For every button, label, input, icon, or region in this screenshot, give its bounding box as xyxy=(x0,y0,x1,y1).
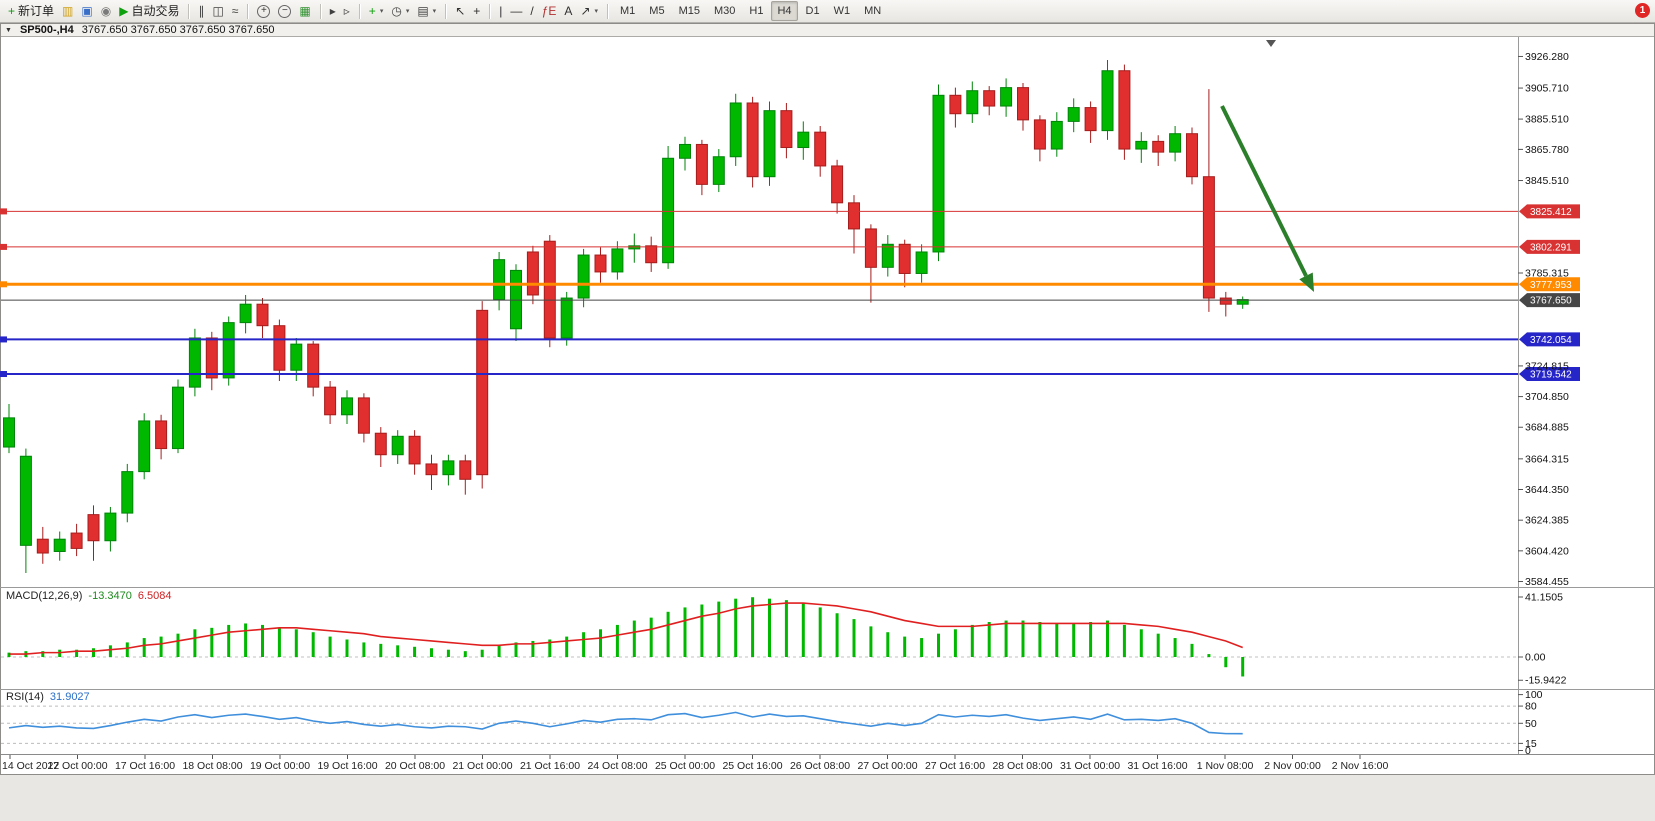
toolbar-separator xyxy=(319,3,321,19)
zoom-out-icon: − xyxy=(278,4,292,18)
horizontal-line-button[interactable]: — xyxy=(506,3,526,19)
new-order-button[interactable]: + 新订单 xyxy=(4,3,58,19)
chevron-down-icon: ▾ xyxy=(432,7,437,15)
tf-m1[interactable]: M1 xyxy=(620,5,636,17)
bars-chart-icon: ∥ xyxy=(198,4,205,18)
tile-windows-button[interactable]: ▦ xyxy=(295,3,314,19)
arrows-button[interactable]: ↗ ▾ xyxy=(576,3,602,19)
zoom-out-button[interactable]: − xyxy=(274,3,295,20)
indicators-icon: + xyxy=(368,4,376,18)
toolbar-group: + − ▦ xyxy=(253,0,314,22)
new-order-icon: + xyxy=(8,4,16,18)
trendline-icon: / xyxy=(530,4,534,18)
templates-icon: ▤ xyxy=(417,4,429,18)
autotrading-button-label: 自动交易 xyxy=(131,4,180,18)
signals-button[interactable]: ◉ xyxy=(97,3,115,19)
community-button[interactable]: ▣ xyxy=(77,3,96,19)
chart-shift-button[interactable]: ▹ xyxy=(340,3,354,19)
indicators-button[interactable]: + ▾ xyxy=(365,3,388,19)
macd-header: MACD(12,26,9) -13.3470 6.5084 xyxy=(6,590,172,602)
templates-button[interactable]: ▤ ▾ xyxy=(413,3,440,19)
rsi-name: RSI(14) xyxy=(6,691,44,703)
periods-button[interactable]: ◷ ▾ xyxy=(387,3,413,19)
tf-mn[interactable]: MN xyxy=(864,5,882,17)
zoom-in-button[interactable]: + xyxy=(253,3,274,20)
fibonacci-button[interactable]: ƒE xyxy=(538,3,561,19)
autotrading-button[interactable]: ▶ 自动交易 xyxy=(115,3,183,19)
toolbar-separator xyxy=(489,3,491,19)
chart-title: SP500-,H4 xyxy=(19,24,74,36)
toolbar-group: ▸ ▹ xyxy=(326,0,354,22)
vertical-line-button[interactable]: | xyxy=(495,3,506,19)
cursor-tool-button[interactable]: ↖ xyxy=(451,3,469,19)
toolbar-separator xyxy=(188,3,190,19)
chevron-down-icon: ▾ xyxy=(594,7,599,15)
chart-titlebar: ▼ SP500-,H4 3767.650 3767.650 3767.650 3… xyxy=(1,24,1654,37)
crosshair-tool-icon: + xyxy=(473,4,481,18)
tf-h4[interactable]: H4 xyxy=(771,1,798,21)
tf-m30[interactable]: M30 xyxy=(713,5,736,17)
vertical-line-icon: | xyxy=(499,4,503,18)
chevron-down-icon: ▾ xyxy=(379,7,384,15)
periods-icon: ◷ xyxy=(391,4,402,18)
chart-window[interactable] xyxy=(0,23,1655,775)
macd-value: -13.3470 xyxy=(88,590,132,602)
community-icon: ▣ xyxy=(81,4,93,18)
new-order-button-label: 新订单 xyxy=(18,4,55,18)
text-label-icon: A xyxy=(564,4,573,18)
sound-alerts-button[interactable]: ▥ xyxy=(58,3,77,19)
chevron-down-icon: ▾ xyxy=(405,7,410,15)
window-icon: ▼ xyxy=(5,26,12,34)
zoom-in-icon: + xyxy=(257,4,271,18)
autotrading-icon: ▶ xyxy=(119,4,129,18)
macd-name: MACD(12,26,9) xyxy=(6,590,83,602)
candles-chart-icon: ◫ xyxy=(212,4,224,18)
toolbar-separator xyxy=(358,3,360,19)
tf-w1[interactable]: W1 xyxy=(833,5,851,17)
toolbar-separator xyxy=(247,3,249,19)
tf-d1[interactable]: D1 xyxy=(805,5,820,17)
line-chart-button[interactable]: ≈ xyxy=(228,3,243,19)
tf-h1[interactable]: H1 xyxy=(749,5,764,17)
trendline-button[interactable]: / xyxy=(526,3,537,19)
rsi-header: RSI(14) 31.9027 xyxy=(6,691,90,703)
auto-scroll-icon: ▸ xyxy=(329,4,336,18)
toolbar-group: + 新订单 ▥ ▣ ◉ ▶ 自动交易 xyxy=(4,0,183,22)
timeframe-group: M1 M5 M15 M30 H1 H4 D1 W1 MN xyxy=(613,0,888,22)
toolbar-group: + ▾ ◷ ▾ ▤ ▾ xyxy=(365,0,440,22)
toolbar-separator xyxy=(445,3,447,19)
toolbar-group: | — / ƒE A ↗ ▾ xyxy=(495,0,602,22)
horizontal-line-icon: — xyxy=(510,4,523,18)
auto-scroll-button[interactable]: ▸ xyxy=(326,3,340,19)
rsi-value: 31.9027 xyxy=(49,691,90,703)
toolbar-group: ↖ + xyxy=(451,0,484,22)
ohlc-readout: 3767.650 3767.650 3767.650 3767.650 xyxy=(81,24,275,36)
signals-icon: ◉ xyxy=(100,4,112,18)
tf-m15[interactable]: M15 xyxy=(678,5,700,17)
crosshair-tool-button[interactable]: + xyxy=(469,3,484,19)
tile-windows-icon: ▦ xyxy=(299,4,311,18)
chart-shift-icon: ▹ xyxy=(343,4,350,18)
sound-alerts-icon: ▥ xyxy=(62,4,74,18)
bars-chart-button[interactable]: ∥ xyxy=(194,3,208,19)
fibonacci-icon: ƒE xyxy=(541,4,557,18)
toolbar: + 新订单 ▥ ▣ ◉ ▶ 自动交易 ∥ ◫ ≈ + − ▦ ▸ ▹ + ▾ ◷ ▾ ▤ ▾ ↖ + | — / ƒE A ↗ ▾ M1 M5… xyxy=(0,0,1655,23)
line-chart-icon: ≈ xyxy=(231,4,239,18)
cursor-tool-icon: ↖ xyxy=(455,4,466,18)
text-label-button[interactable]: A xyxy=(560,3,576,19)
toolbar-group: ∥ ◫ ≈ xyxy=(194,0,242,22)
toolbar-separator xyxy=(607,3,609,19)
notification-badge[interactable]: 1 xyxy=(1635,3,1650,18)
arrows-icon: ↗ xyxy=(580,4,591,18)
macd-signal-value: 6.5084 xyxy=(137,590,172,602)
candles-chart-button[interactable]: ◫ xyxy=(208,3,227,19)
tf-m5[interactable]: M5 xyxy=(649,5,665,17)
